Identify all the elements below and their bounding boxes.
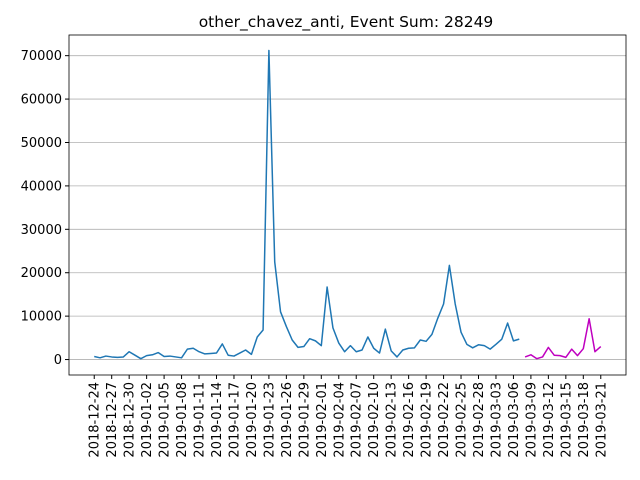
x-tick-label: 2019-02-10 [367,382,382,458]
x-tick-label: 2019-03-21 [594,382,609,458]
y-tick-label: 10000 [21,310,62,325]
x-tick-label: 2019-02-01 [315,382,330,458]
x-tick-label: 2019-01-14 [210,382,225,458]
x-tick-label: 2019-02-28 [472,382,487,458]
x-tick-label: 2018-12-27 [105,382,120,458]
x-tick-label: 2019-02-13 [385,382,400,458]
x-tick-label: 2018-12-30 [123,382,138,458]
x-tick-label: 2019-01-20 [245,382,260,458]
x-tick-label: 2019-03-15 [559,382,574,458]
x-tick-label: 2019-02-16 [402,382,417,458]
x-tick-label: 2019-01-11 [193,382,208,458]
x-tick-label: 2019-03-09 [524,382,539,458]
x-tick-label: 2019-03-03 [489,382,504,458]
y-tick-label: 70000 [21,49,62,64]
x-tick-label: 2019-01-29 [297,382,312,458]
x-tick-label: 2019-03-06 [507,382,522,458]
chart-title: other_chavez_anti, Event Sum: 28249 [199,13,494,32]
x-tick-label: 2019-01-08 [175,382,190,458]
y-tick-label: 50000 [21,136,62,151]
x-tick-label: 2019-01-02 [140,382,155,458]
x-tick-label: 2019-03-18 [577,382,592,458]
y-tick-label: 30000 [21,223,62,238]
y-tick-label: 60000 [21,93,62,108]
x-tick-label: 2019-02-25 [455,382,470,458]
y-tick-label: 20000 [21,266,62,281]
x-tick-label: 2019-02-22 [437,382,452,458]
line-series [94,49,520,360]
y-tick-label: 40000 [21,179,62,194]
x-tick-label: 2019-03-12 [542,382,557,458]
x-tick-label: 2019-01-05 [158,382,173,458]
x-tick-label: 2019-02-04 [332,382,347,458]
x-tick-label: 2018-12-24 [88,382,103,458]
x-tick-label: 2019-01-23 [262,382,277,458]
line-series [524,317,602,360]
plot-frame [68,34,627,376]
x-tick-label: 2019-01-17 [227,382,242,458]
x-tick-label: 2019-01-26 [280,382,295,458]
x-tick-label: 2019-02-19 [420,382,435,458]
y-tick-label: 0 [54,353,62,368]
x-tick-label: 2019-02-07 [350,382,365,458]
